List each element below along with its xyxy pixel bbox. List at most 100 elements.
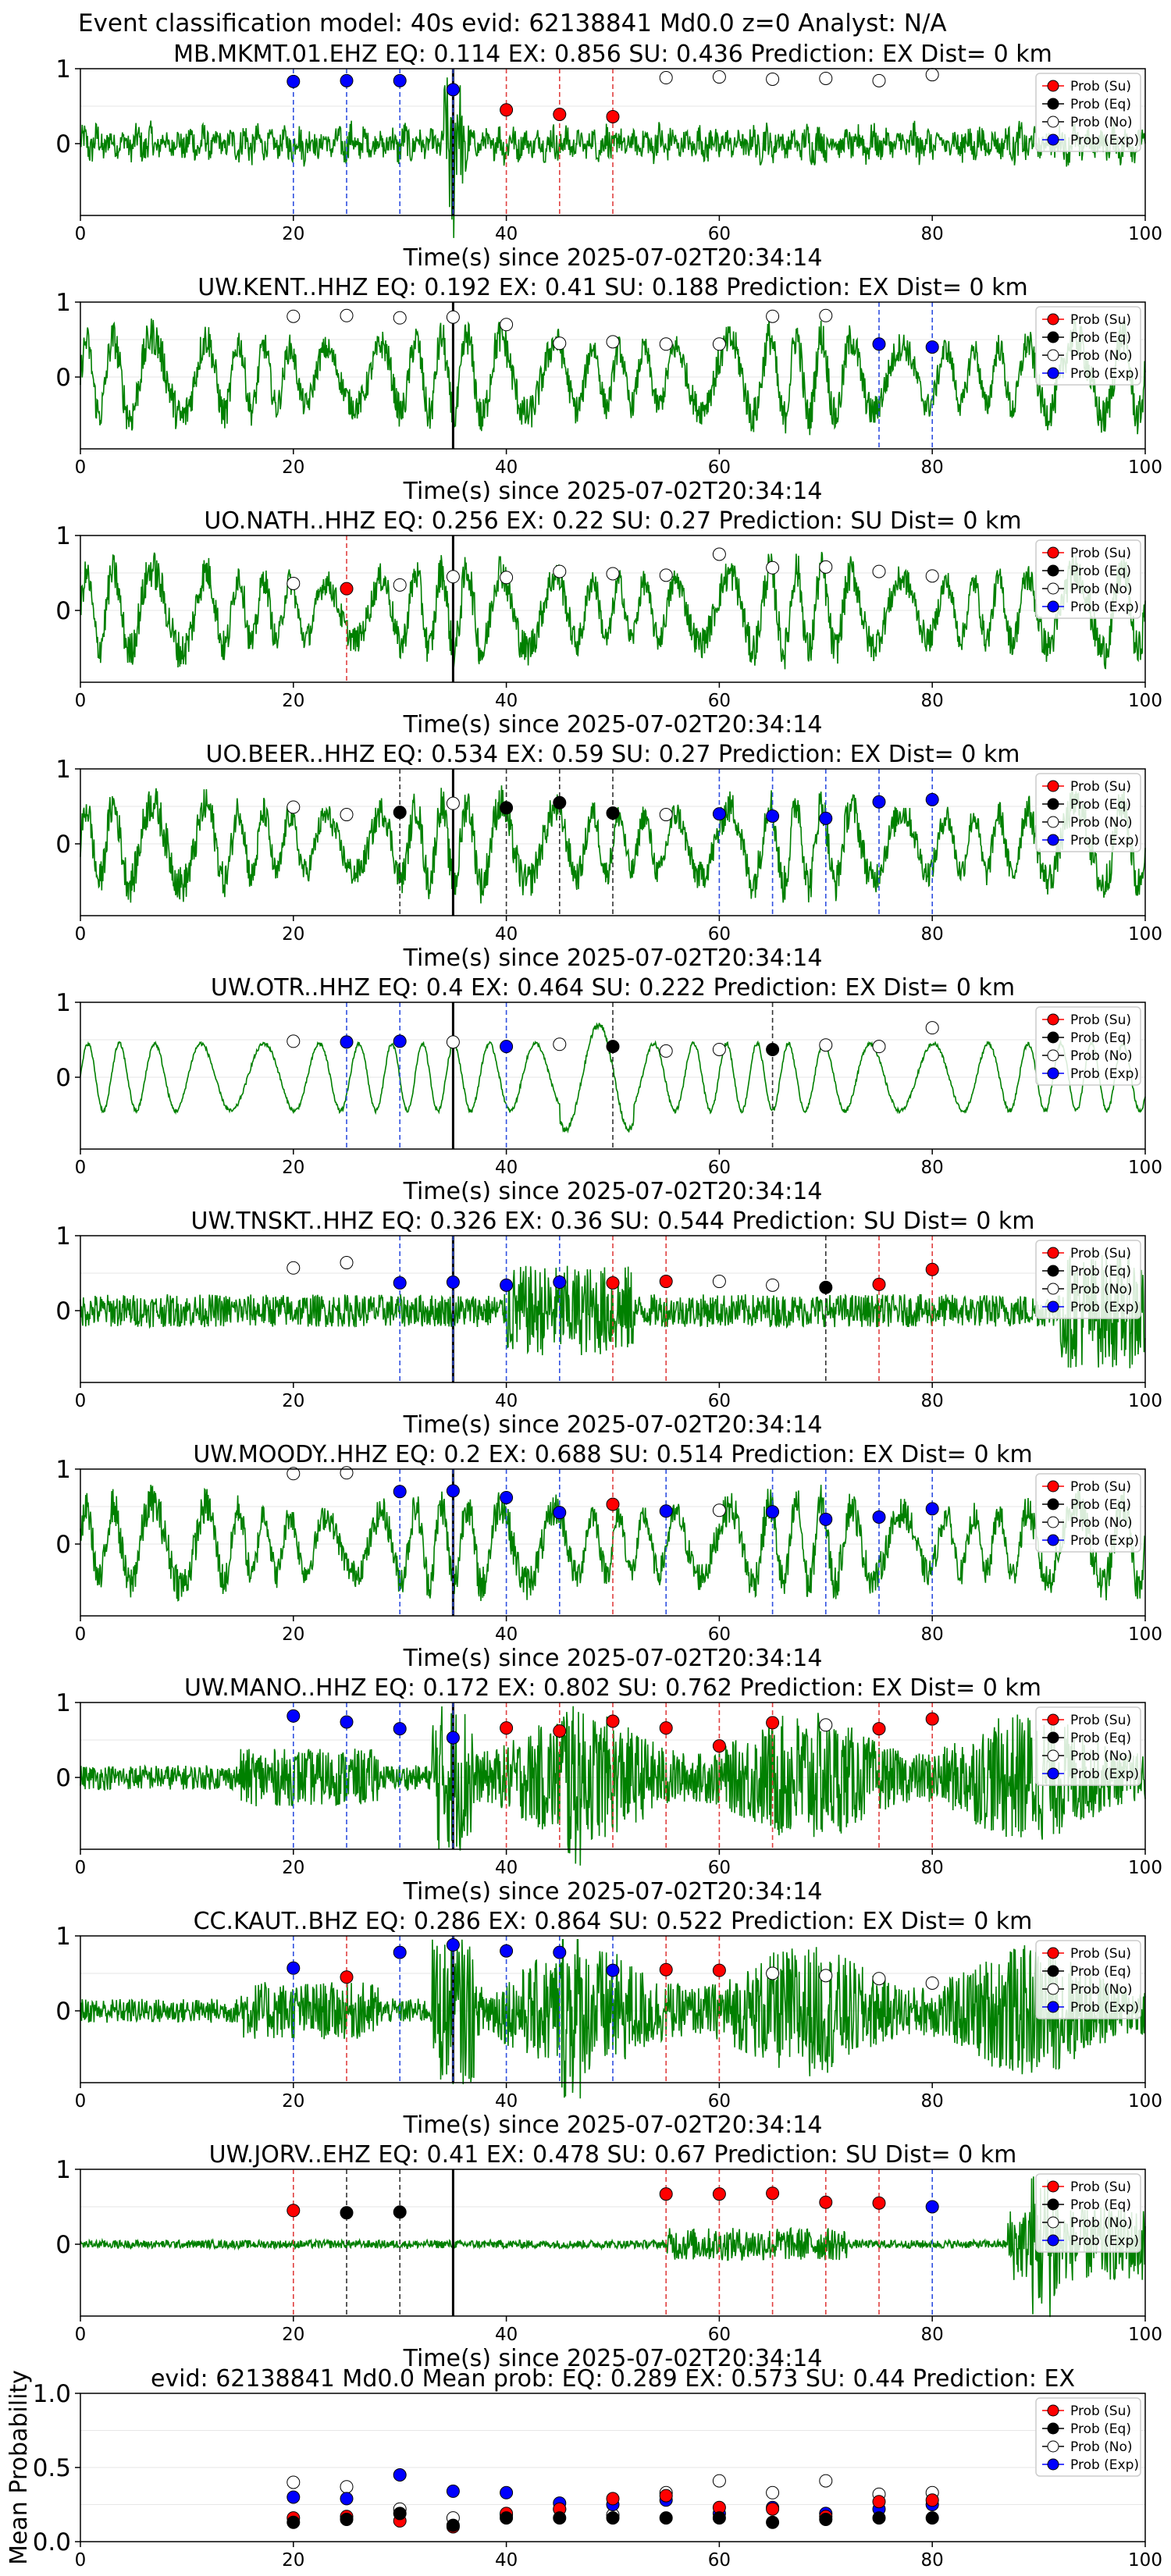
prob-marker-su [287, 2204, 301, 2218]
legend-marker-eq [1047, 1031, 1059, 1044]
prob-marker-exp [819, 811, 833, 825]
x-tick-label: 40 [495, 1624, 518, 1645]
legend-label: Prob (Exp) [1070, 133, 1139, 148]
x-tick-label: 40 [495, 2091, 518, 2112]
x-tick-label: 20 [282, 1391, 304, 1411]
legend-marker-su [1047, 2404, 1059, 2417]
legend-marker-exp [1047, 834, 1059, 846]
y-tick-label: 0 [55, 1297, 71, 1325]
x-tick-label: 100 [1128, 691, 1162, 711]
legend-box [1035, 539, 1141, 619]
prob-marker-no [819, 308, 833, 322]
legend-label: Prob (Exp) [1070, 833, 1139, 849]
legend-label: Prob (Su) [1070, 1012, 1131, 1028]
legend-marker-su [1047, 1480, 1059, 1493]
x-tick-label: 60 [708, 924, 731, 945]
x-tick-label: 40 [495, 1158, 518, 1178]
y-tick-label: 0 [55, 831, 71, 859]
prob-marker-exp [553, 1506, 567, 1520]
prob-marker-no [766, 1966, 780, 1980]
legend: Prob (Su) Prob (Eq) Prob (No) Prob (Exp) [1035, 1706, 1141, 1786]
x-tick-label: 100 [1128, 1391, 1162, 1411]
x-tick-label: 20 [282, 2091, 304, 2112]
x-tick-label: 0 [75, 457, 87, 478]
legend-label: Prob (Eq) [1070, 564, 1131, 579]
y-tick-label: 1 [55, 1689, 71, 1717]
legend-label: Prob (Su) [1070, 1479, 1131, 1495]
legend-box [1035, 773, 1141, 852]
prob-marker-su [712, 2187, 726, 2201]
legend-marker-su [1047, 1713, 1059, 1726]
prob-marker-no [766, 1278, 780, 1292]
x-axis-label: Time(s) since 2025-07-02T20:34:14 [403, 2112, 823, 2139]
x-tick-label: 20 [282, 224, 304, 244]
x-tick-label: 40 [495, 224, 518, 244]
station-panel-5: UW.OTR..HHZ EQ: 0.4 EX: 0.464 SU: 0.222 … [55, 974, 1162, 1205]
legend-marker-no [1047, 816, 1059, 828]
x-tick-label: 0 [75, 1158, 87, 1178]
x-tick-label: 0 [75, 224, 87, 244]
legend-label: Prob (No) [1070, 1749, 1133, 1764]
legend-label: Prob (Eq) [1070, 1497, 1131, 1513]
y-tick-label: 1 [55, 55, 71, 84]
prob-marker-exp [446, 1731, 460, 1745]
y-tick-label: 1.0 [33, 2380, 71, 2408]
prob-marker-su [500, 1721, 514, 1735]
prob-marker-exp [393, 73, 407, 87]
prob-marker-no [712, 1275, 726, 1289]
mean-marker-eq [340, 2513, 354, 2526]
x-tick-label: 40 [495, 457, 518, 478]
legend-marker-exp [1047, 1067, 1059, 1080]
x-tick-label: 0 [75, 2091, 87, 2112]
legend-label: Prob (No) [1070, 1048, 1133, 1064]
x-tick-label: 40 [495, 2325, 518, 2345]
x-tick-label: 60 [708, 1858, 731, 1878]
prob-marker-eq [500, 801, 514, 815]
prob-marker-exp [393, 1276, 407, 1290]
x-tick-label: 40 [495, 924, 518, 945]
prob-marker-exp [287, 74, 301, 88]
x-tick-label: 60 [708, 1624, 731, 1645]
legend-label: Prob (No) [1070, 1282, 1133, 1297]
prob-marker-eq [393, 2205, 407, 2219]
x-tick-label: 20 [282, 1858, 304, 1878]
station-panel-7: UW.MOODY..HHZ EQ: 0.2 EX: 0.688 SU: 0.51… [55, 1441, 1162, 1672]
x-tick-label: 40 [495, 2550, 518, 2571]
prob-marker-exp [500, 1944, 514, 1958]
prob-marker-su [659, 1721, 673, 1735]
prob-marker-no [712, 70, 726, 84]
mean-marker-no [340, 2480, 354, 2494]
legend-marker-exp [1047, 600, 1059, 613]
legend-label: Prob (Exp) [1070, 1533, 1139, 1549]
prob-marker-exp [766, 809, 780, 823]
x-axis-label: Time(s) since 2025-07-02T20:34:14 [403, 1411, 823, 1439]
legend-marker-exp [1047, 1534, 1059, 1546]
x-tick-label: 80 [921, 1391, 944, 1411]
y-tick-label: 1 [55, 1456, 71, 1484]
prob-marker-exp [340, 73, 354, 87]
y-tick-label: 1 [55, 989, 71, 1017]
axes-frame [80, 2169, 1146, 2317]
prob-marker-no [712, 1503, 726, 1517]
prob-marker-eq [766, 1042, 780, 1056]
prob-marker-no [925, 1021, 939, 1035]
prob-marker-exp [925, 2200, 939, 2214]
prob-marker-no [340, 1466, 354, 1480]
y-tick-label: 1 [55, 289, 71, 317]
prob-marker-eq [340, 2206, 354, 2220]
prob-marker-su [712, 1739, 726, 1753]
x-tick-label: 0 [75, 2325, 87, 2345]
legend-label: Prob (No) [1070, 1515, 1133, 1531]
prob-marker-no [287, 309, 301, 323]
x-tick-label: 80 [921, 2091, 944, 2112]
x-tick-label: 20 [282, 1624, 304, 1645]
prob-marker-su [606, 109, 620, 123]
x-tick-label: 0 [75, 1391, 87, 1411]
legend-box [1035, 73, 1141, 152]
legend-label: Prob (Su) [1070, 1946, 1131, 1962]
prob-marker-su [606, 1276, 620, 1290]
legend-box [1035, 1940, 1141, 2019]
legend-marker-su [1047, 1013, 1059, 1026]
legend: Prob (Su) Prob (Eq) Prob (No) Prob (Exp) [1035, 2397, 1141, 2477]
prob-marker-su [553, 1724, 567, 1738]
